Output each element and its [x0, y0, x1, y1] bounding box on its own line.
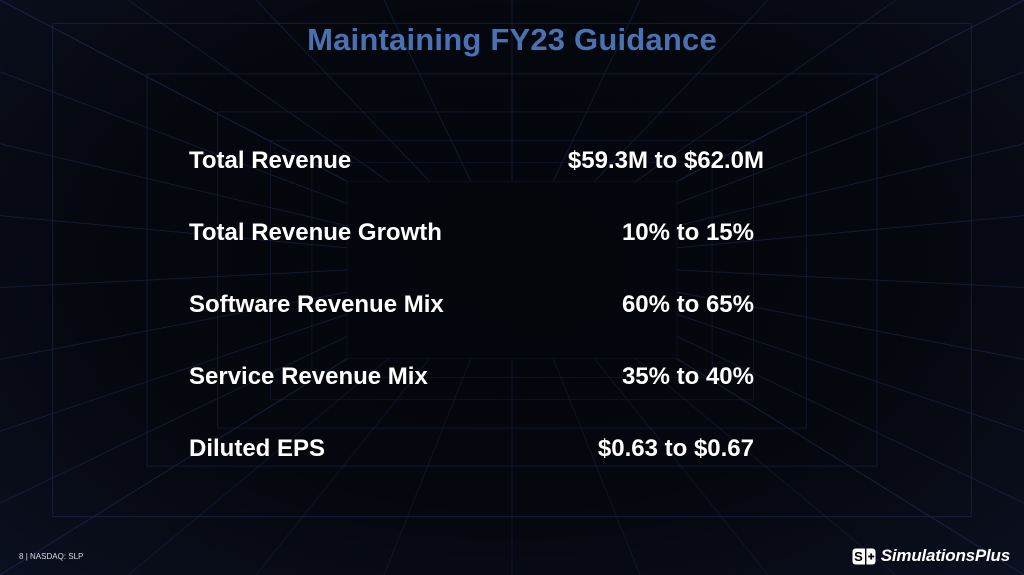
row-label: Total Revenue [189, 147, 352, 174]
guidance-row-diluted-eps: Diluted EPS $0.63 to $0.67 [189, 431, 764, 503]
company-logo: S SimulationsPlus [852, 546, 1010, 566]
row-label: Total Revenue Growth [189, 219, 442, 246]
guidance-row-total-revenue-growth: Total Revenue Growth 10% to 15% [189, 215, 764, 287]
guidance-row-total-revenue: Total Revenue $59.3M to $62.0M [189, 143, 764, 215]
row-label: Diluted EPS [189, 435, 326, 462]
simulations-plus-logo-icon: S [852, 548, 876, 564]
slide-footer: 8 | NASDAQ: SLP [19, 552, 83, 561]
logo-mark-letter: S [854, 549, 863, 564]
row-value: 35% to 40% [621, 363, 754, 390]
footer-separator: | [25, 552, 28, 561]
row-label: Service Revenue Mix [189, 363, 428, 390]
row-value: $59.3M to $62.0M [567, 147, 764, 174]
logo-wordmark: SimulationsPlus [880, 546, 1010, 565]
guidance-row-service-revenue-mix: Service Revenue Mix 35% to 40% [189, 359, 764, 431]
ticker-symbol: NASDAQ: SLP [30, 552, 84, 561]
page-number: 8 [19, 552, 24, 561]
row-value: 60% to 65% [621, 291, 754, 318]
guidance-table: Total Revenue $59.3M to $62.0M Total Rev… [189, 143, 764, 503]
row-value: $0.63 to $0.67 [597, 435, 754, 462]
slide-title: Maintaining FY23 Guidance [307, 22, 717, 57]
row-value: 10% to 15% [621, 219, 754, 246]
row-label: Software Revenue Mix [189, 291, 444, 318]
guidance-row-software-revenue-mix: Software Revenue Mix 60% to 65% [189, 287, 764, 359]
